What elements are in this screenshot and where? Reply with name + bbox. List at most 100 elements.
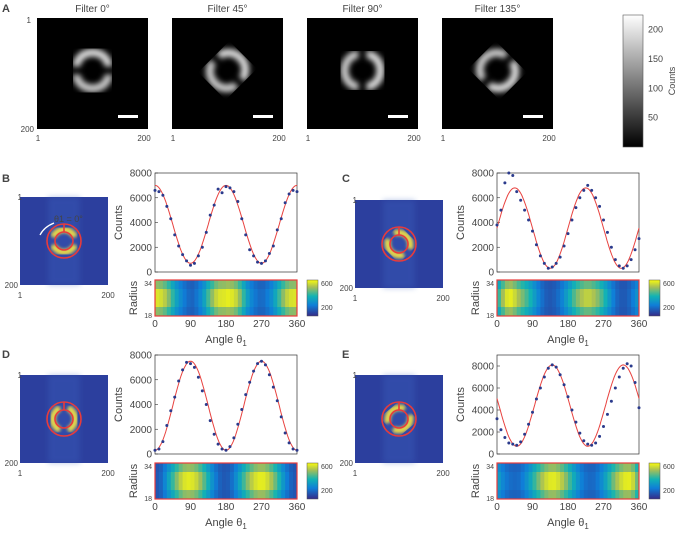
heatmap-cell: [575, 490, 581, 500]
heatmap-cell: [556, 298, 561, 308]
heatmap-cell: [571, 490, 577, 500]
data-point: [204, 230, 208, 234]
heatmap-cell: [516, 490, 522, 500]
heatmap-cell: [631, 298, 636, 308]
heatmap-cell: [575, 472, 581, 482]
heatmap-cell: [269, 289, 274, 299]
heatmap-cell: [289, 472, 294, 482]
heatmap-cell: [218, 472, 223, 482]
heatmap-cell: [261, 481, 266, 491]
heatmap-cell: [497, 463, 502, 473]
heatmap-cell: [512, 490, 518, 500]
y-tick-label: 4000: [130, 400, 153, 411]
x-axis-label: Angle θ1: [205, 517, 247, 531]
heatmap-cell: [536, 472, 541, 482]
heatmap-cell: [623, 298, 628, 308]
ring-lobe: [391, 414, 414, 434]
heatmap-cell: [277, 472, 282, 482]
data-point: [511, 442, 515, 446]
heatmap-cell: [293, 280, 298, 290]
heatmap-cell: [615, 280, 620, 290]
heatmap-cell: [552, 472, 557, 482]
heatmap-cell: [516, 307, 522, 317]
data-point: [538, 386, 542, 390]
heatmap-cell: [607, 472, 612, 482]
heatmap-cell: [229, 463, 235, 473]
heatmap-cell: [241, 481, 247, 491]
x-tick: 1: [18, 469, 23, 478]
heatmap-cell: [273, 280, 278, 290]
data-point: [558, 373, 562, 377]
heatmap-cell: [516, 280, 522, 290]
x-tick-label: 360: [289, 319, 306, 330]
heatmap-cell: [202, 490, 207, 500]
heatmap-cell: [214, 472, 219, 482]
heatmap-cell: [237, 307, 243, 317]
x-tick: 1: [18, 291, 23, 300]
heatmap-cell: [170, 289, 176, 299]
heatmap-cell: [587, 280, 593, 290]
image-background: [172, 18, 283, 129]
heatmap-cell: [627, 472, 632, 482]
heatmap-cell: [182, 298, 188, 308]
heatmap-cell: [285, 307, 290, 317]
heatmap-cell: [237, 463, 243, 473]
heatmap-cell: [635, 298, 640, 308]
heatmap-cell: [556, 463, 561, 473]
heatmap-cell: [198, 298, 203, 308]
x-tick: 1: [441, 134, 446, 143]
heatmap-cell: [273, 472, 278, 482]
data-point: [295, 190, 299, 194]
heatmap-cell: [245, 490, 251, 500]
fit-line: [496, 187, 640, 269]
heatmap-cell: [627, 463, 632, 473]
heatmap-cell: [615, 463, 620, 473]
x-axis-label: Angle θ1: [547, 334, 589, 348]
heatmap-cell: [544, 472, 549, 482]
data-point: [546, 366, 550, 370]
y-tick-label: 6000: [130, 375, 153, 386]
heatmap-cell: [245, 280, 251, 290]
heatmap-cell: [261, 472, 266, 482]
data-point: [558, 255, 562, 259]
heatmap-cell: [635, 307, 640, 317]
intensity-lobes: [475, 48, 520, 93]
heatmap-cell: [226, 289, 231, 299]
image-title: Filter 90°: [342, 4, 382, 15]
data-point: [220, 447, 224, 451]
heatmap-border: [496, 462, 640, 500]
heatmap-cell: [277, 490, 282, 500]
heatmap-cell: [289, 307, 294, 317]
heatmap-cell: [635, 280, 640, 290]
heatmap-cell: [520, 463, 526, 473]
data-point: [598, 434, 602, 438]
heatmap-cell: [237, 298, 243, 308]
data-point: [594, 441, 598, 445]
heatmap-cell: [623, 481, 628, 491]
heatmap-cell: [233, 481, 239, 491]
heatmap-cell: [560, 280, 565, 290]
heatmap-cell: [603, 481, 608, 491]
heatmap-cell: [532, 463, 537, 473]
heatmap-cell: [226, 490, 231, 500]
heatmap-cell: [528, 307, 533, 317]
data-point: [275, 228, 279, 232]
heatmap-cell: [265, 472, 270, 482]
colorbar-tick: 200: [648, 25, 663, 35]
data-point: [629, 364, 633, 368]
x-axis-label: Angle θ1: [547, 517, 589, 531]
heatmap-cell: [162, 298, 168, 308]
heatmap-cell: [273, 307, 278, 317]
heatmap-cell: [257, 298, 262, 308]
heatmap-cell: [170, 481, 176, 491]
heatmap-cell: [289, 481, 294, 491]
heatmap-cell: [524, 289, 530, 299]
heatmap-cell: [293, 298, 298, 308]
heatmap-cell: [233, 472, 239, 482]
y-tick-label: 2000: [472, 243, 495, 254]
data-point: [224, 185, 228, 189]
radius-heatmap: [497, 280, 640, 317]
heatmap-cell: [166, 298, 172, 308]
heatmap-cell: [253, 280, 259, 290]
